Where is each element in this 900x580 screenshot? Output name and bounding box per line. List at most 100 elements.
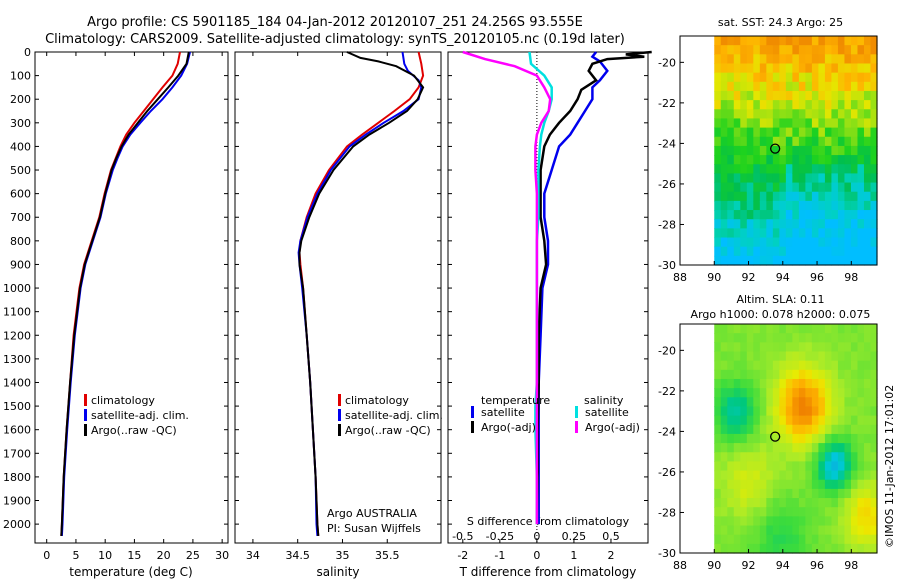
y-tick-label: 1000 <box>3 282 31 295</box>
map-cell <box>792 145 800 156</box>
legend-label: Argo(..raw -QC) <box>345 424 431 437</box>
map-cell <box>857 237 865 248</box>
plot-frame <box>34 51 229 544</box>
map-cell <box>746 191 754 202</box>
map-cell <box>727 173 735 184</box>
map-cell <box>870 109 878 120</box>
map-cell <box>753 433 761 444</box>
map-cell <box>785 351 793 362</box>
map-cell <box>740 255 748 266</box>
map-cell <box>740 164 748 174</box>
map-cell <box>779 470 787 481</box>
map-cell <box>759 45 767 55</box>
x-tick-label: 34.5 <box>285 549 310 562</box>
map-cell <box>714 72 722 83</box>
map-cell <box>746 136 754 147</box>
map-cell <box>727 351 735 362</box>
map-cell <box>779 324 787 334</box>
map-cell <box>811 461 820 472</box>
map-cell <box>766 333 774 343</box>
map-cell <box>720 36 728 46</box>
map-cell <box>798 342 806 353</box>
map-cell <box>714 424 722 435</box>
map-cell <box>792 543 800 554</box>
y-tick-label: 1400 <box>3 376 31 389</box>
map-cell <box>733 378 741 389</box>
map-cell <box>727 470 735 481</box>
map-cell <box>831 388 839 398</box>
map-cell <box>844 516 852 527</box>
map-cell <box>746 360 754 371</box>
map-cell <box>831 45 839 55</box>
map-cell <box>759 397 767 408</box>
map-cell <box>792 100 800 110</box>
y-tick-label: 100 <box>10 70 31 83</box>
map-cell <box>714 81 722 92</box>
map-cell <box>753 81 761 92</box>
map-cell <box>850 433 859 444</box>
map-cell <box>837 479 846 490</box>
map-cell <box>759 534 767 545</box>
map-cell <box>870 182 878 193</box>
map-cell <box>798 470 806 481</box>
map-cell <box>831 543 839 554</box>
map-cell <box>824 54 833 65</box>
map-cell <box>753 543 761 554</box>
map-cell <box>837 498 846 508</box>
map-cell <box>824 45 833 55</box>
y-tick-label: 300 <box>10 117 31 130</box>
map-cell <box>857 228 865 239</box>
map-cell <box>714 191 722 202</box>
map-cell <box>818 81 826 92</box>
y-tick-label: -22 <box>658 97 676 110</box>
legend-label: Argo(..raw -QC) <box>91 424 177 437</box>
map-cell <box>753 415 761 426</box>
map-cell <box>785 36 793 46</box>
map-cell <box>746 45 754 55</box>
y-tick-label: -28 <box>658 218 676 231</box>
map-cell <box>837 388 846 398</box>
map-cell <box>811 525 820 536</box>
map-cell <box>759 72 767 83</box>
y-tick-label: 1500 <box>3 400 31 413</box>
map-cell <box>779 525 787 536</box>
map-cell <box>772 516 780 527</box>
map-cell <box>811 228 820 239</box>
map-cell <box>863 488 872 499</box>
map-cell <box>805 210 813 220</box>
map-cell <box>850 219 859 229</box>
map-cell <box>753 155 761 165</box>
map-cell <box>766 397 774 408</box>
legend-title-salinity: salinity <box>584 394 624 407</box>
map-cell <box>766 219 774 229</box>
y-tick-label: 900 <box>10 258 31 271</box>
map-cell <box>811 415 820 426</box>
map-cell <box>779 164 787 174</box>
map-cell <box>863 525 872 536</box>
map-cell <box>792 219 800 229</box>
map-cell <box>837 219 846 229</box>
map-cell <box>863 90 872 101</box>
map-cell <box>733 63 741 74</box>
map-cell <box>831 100 839 110</box>
map-cell <box>837 109 846 120</box>
map-cell <box>870 516 878 527</box>
map-cell <box>831 155 839 165</box>
map-cell <box>740 479 748 490</box>
map-cell <box>857 182 865 193</box>
map-cell <box>759 219 767 229</box>
map-cell <box>850 324 859 334</box>
map-cell <box>850 145 859 156</box>
map-cell <box>785 155 793 165</box>
map-cell <box>792 406 800 417</box>
map-cell <box>850 237 859 248</box>
map-cell <box>824 461 833 472</box>
plot-frame <box>234 51 442 544</box>
map-cell <box>863 109 872 120</box>
map-cell <box>766 246 774 257</box>
map-cell <box>733 191 741 202</box>
map-cell <box>772 397 780 408</box>
map-cell <box>727 155 735 165</box>
map-cell <box>837 246 846 257</box>
map-cell <box>811 452 820 462</box>
